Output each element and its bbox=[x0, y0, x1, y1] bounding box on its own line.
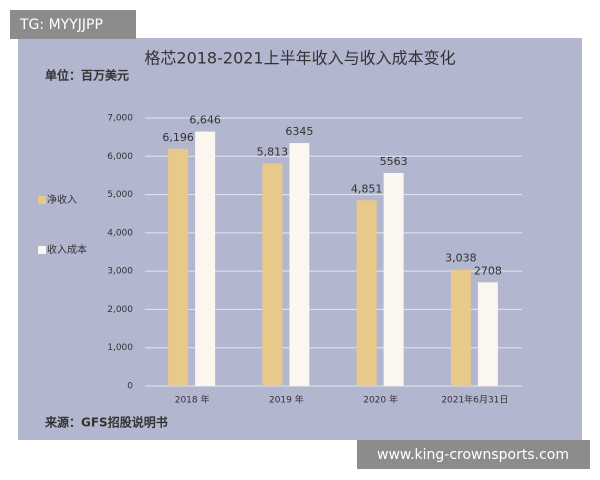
source-label: 来源：GFS招股说明书 bbox=[44, 415, 168, 430]
bar bbox=[477, 282, 498, 386]
legend-label: 收入成本 bbox=[47, 243, 87, 256]
legend-swatch bbox=[38, 246, 46, 254]
x-tick-label: 2021年6月31日 bbox=[441, 394, 508, 406]
watermark: www.king-crownsports.com bbox=[377, 447, 569, 463]
bar bbox=[289, 143, 310, 386]
x-tick-label: 2019 年 bbox=[269, 394, 304, 406]
y-tick-label: 5,000 bbox=[107, 190, 133, 200]
value-label: 6345 bbox=[285, 125, 313, 138]
watermark-box bbox=[10, 10, 136, 39]
y-tick-label: 3,000 bbox=[107, 267, 133, 277]
bar bbox=[450, 269, 471, 386]
unit-label: 单位：百万美元 bbox=[45, 68, 129, 83]
value-label: 2708 bbox=[474, 264, 502, 277]
y-tick-label: 7,000 bbox=[107, 114, 133, 124]
bar bbox=[356, 200, 377, 386]
bar bbox=[383, 173, 404, 386]
y-tick-label: 6,000 bbox=[107, 152, 133, 162]
chart-title: 格芯2018-2021上半年收入与收入成本变化 bbox=[144, 49, 455, 68]
y-tick-label: 4,000 bbox=[107, 228, 133, 238]
y-tick-label: 1,000 bbox=[107, 343, 133, 353]
y-tick-label: 0 bbox=[127, 382, 133, 392]
value-label: 6,646 bbox=[189, 114, 221, 127]
watermark-box bbox=[357, 440, 590, 469]
bar bbox=[195, 131, 216, 386]
watermark: TG: MYYJJPP bbox=[19, 17, 103, 33]
bar bbox=[168, 148, 189, 386]
x-tick-label: 2020 年 bbox=[363, 394, 398, 406]
x-tick-label: 2018 年 bbox=[175, 394, 210, 406]
value-label: 3,038 bbox=[445, 252, 477, 265]
legend-label: 净收入 bbox=[47, 193, 77, 206]
y-tick-label: 2,000 bbox=[107, 305, 133, 315]
value-label: 5,813 bbox=[257, 145, 289, 158]
value-label: 5563 bbox=[380, 155, 408, 168]
legend-swatch bbox=[38, 196, 46, 204]
bar bbox=[262, 163, 283, 386]
value-label: 6,196 bbox=[162, 131, 194, 144]
value-label: 4,851 bbox=[351, 182, 383, 195]
